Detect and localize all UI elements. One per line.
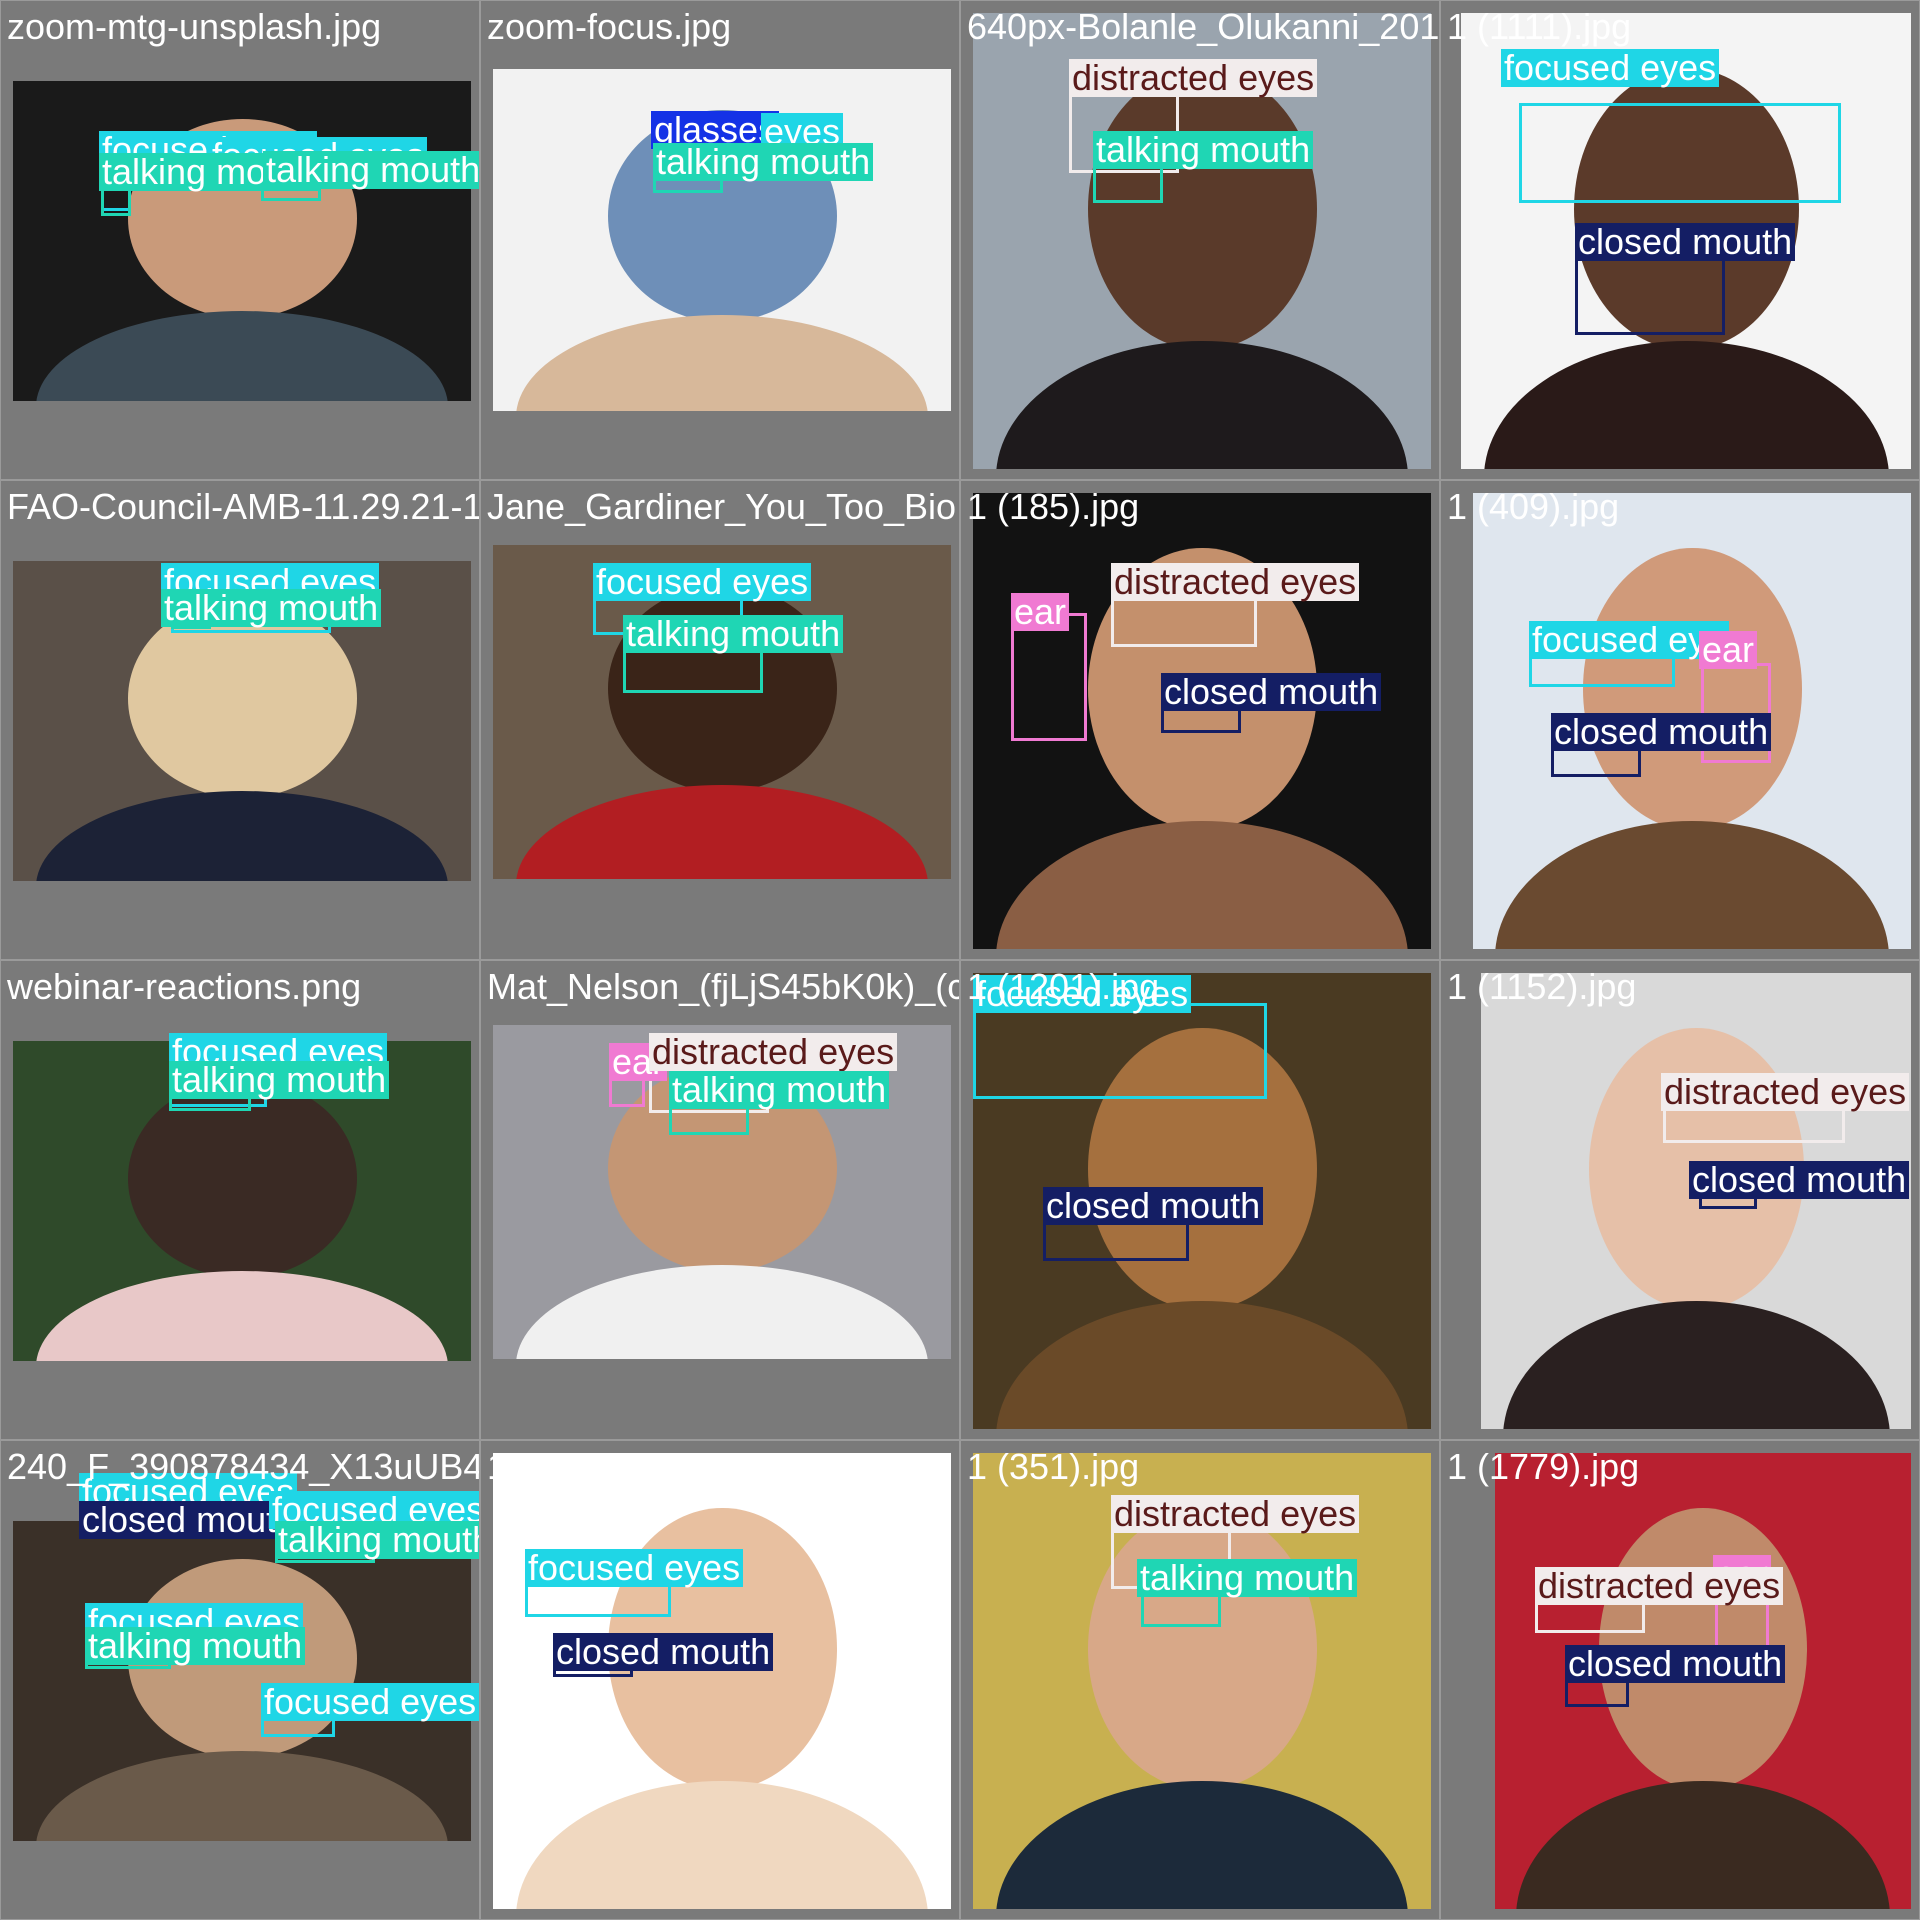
detection-label: talking mouth <box>263 151 479 189</box>
tile-filename: 1 (1152).jpg <box>1447 966 1637 1007</box>
detection-label: distracted eyes <box>1111 563 1360 601</box>
detection-label: closed mouth <box>1551 713 1772 751</box>
shoulders-shape <box>1515 1781 1891 1909</box>
shoulders-shape <box>35 791 449 881</box>
detection-label: talking mouth <box>623 615 844 653</box>
photo <box>1461 13 1911 469</box>
detection-label: distracted eyes <box>1111 1495 1360 1533</box>
detection-label: closed mouth <box>79 1501 300 1539</box>
image-tile: 1 (1111).jpg focused eyes closed mouth <box>1440 0 1920 480</box>
face-shape <box>1087 67 1317 351</box>
tile-filename: 1 (962).jpg <box>487 1446 660 1487</box>
detection-label: talking mouth <box>1093 131 1314 169</box>
photo <box>493 1453 951 1909</box>
detection-label: focused eyes <box>593 563 812 601</box>
image-tile: 1 (185).jpg ear distracted eyes closed mout… <box>960 480 1440 960</box>
image-tile: 640px-Bolanle_Olukanni_2019_(1).pngdistr… <box>960 0 1440 480</box>
detection-label: closed mouth <box>553 1633 774 1671</box>
detection-label: ear <box>1011 593 1070 631</box>
detection-label: distracted eyes <box>1661 1073 1910 1111</box>
image-tile: 1 (351).jpg distracted eyes talking mouth <box>960 1440 1440 1920</box>
detection-label: closed mouth <box>1689 1161 1910 1199</box>
tile-filename: 1 (1201).jpg <box>967 966 1160 1007</box>
face-shape <box>1573 67 1799 351</box>
shoulders-shape <box>995 1301 1409 1429</box>
image-tile: 1 (409).jpg focused eye ear closed mouth <box>1440 480 1920 960</box>
tile-filename: 240_F_390878434_X13uUB4EqerY6i5vawyl <box>7 1446 479 1487</box>
photo <box>973 13 1431 469</box>
tile-filename: 640px-Bolanle_Olukanni_2019_(1).png <box>967 6 1440 47</box>
detection-label: talking mouth <box>669 1071 890 1109</box>
bounding-box <box>1519 103 1841 203</box>
shoulders-shape <box>515 1781 929 1909</box>
image-tile: zoom-focus.jpg glasses eyes talking mouth <box>480 0 960 480</box>
detection-label: closed mouth <box>1043 1187 1264 1225</box>
tile-filename: Mat_Nelson_(fjLjS45bK0k)_(cropped).jpg <box>487 966 959 1007</box>
tile-filename: 1 (351).jpg <box>967 1446 1140 1487</box>
detection-label: focused eyes <box>973 975 1192 1013</box>
image-tile: 1 (962).jpg focused eyes closed mouth <box>480 1440 960 1920</box>
detection-label: closed mouth <box>1161 673 1382 711</box>
photo <box>1473 493 1911 949</box>
image-tile: 1 (1152).jpg distracted eyes closed mouth <box>1440 960 1920 1440</box>
detection-label: closed mouth <box>1575 223 1796 261</box>
shoulders-shape <box>515 315 929 411</box>
detection-label: distracted eyes <box>1535 1567 1784 1605</box>
tile-filename: 1 (185).jpg <box>967 486 1140 527</box>
image-tile: 240_F_390878434_X13uUB4EqerY6i5vawylfocu… <box>0 1440 480 1920</box>
tile-filename: FAO-Council-AMB-11.29.21-1.jpg <box>7 486 480 527</box>
shoulders-shape <box>1502 1301 1890 1429</box>
tile-filename: webinar-reactions.png <box>7 966 362 1007</box>
shoulders-shape <box>35 1271 449 1361</box>
shoulders-shape <box>515 1265 929 1359</box>
detection-label: talking mouth <box>85 1627 306 1665</box>
face-shape <box>1087 1507 1317 1791</box>
shoulders-shape <box>995 341 1409 469</box>
detection-label: distracted eyes <box>1069 59 1318 97</box>
detection-label: talking mouth <box>653 143 874 181</box>
detection-label: talking mouth <box>169 1061 390 1099</box>
shoulders-shape <box>35 311 449 401</box>
detection-label: focused eyes <box>261 1683 479 1721</box>
bounding-box <box>973 1003 1267 1099</box>
image-tile: Mat_Nelson_(fjLjS45bK0k)_(cropped).jpgea… <box>480 960 960 1440</box>
image-tile: webinar-reactions.png focused eyes talking… <box>0 960 480 1440</box>
detection-label: focused eyes <box>525 1549 744 1587</box>
shoulders-shape <box>515 785 929 879</box>
tile-filename: zoom-mtg-unsplash.jpg <box>7 6 382 47</box>
detection-label: closed mouth <box>1565 1645 1786 1683</box>
face-shape <box>1582 547 1802 831</box>
photo <box>1481 973 1911 1429</box>
detection-label: glasses <box>651 111 780 149</box>
shoulders-shape <box>35 1751 449 1841</box>
tile-filename: 1 (409).jpg <box>1447 486 1620 527</box>
tile-filename: 1 (1111).jpg <box>1447 6 1632 47</box>
face-shape <box>1087 1027 1317 1311</box>
tile-filename: Jane_Gardiner_You_Too_Bio.jpg <box>487 486 959 527</box>
image-tile: 1 (1201).jpg focused eyes closed mouth <box>960 960 1440 1440</box>
shoulders-shape <box>995 1781 1409 1909</box>
detection-label: focused eye <box>1529 621 1730 659</box>
detection-label: ear <box>1699 631 1758 669</box>
detection-label: talking mouth <box>1137 1559 1358 1597</box>
detection-label: talking mouth <box>161 589 382 627</box>
shoulders-shape <box>1483 341 1889 469</box>
detection-label: talking mouth <box>275 1521 479 1559</box>
tile-filename: 1 (1779).jpg <box>1447 1446 1640 1487</box>
bounding-box <box>1011 613 1087 741</box>
detection-label: focused eyes <box>1501 49 1720 87</box>
tile-filename: zoom-focus.jpg <box>487 6 732 47</box>
shoulders-shape <box>1494 821 1890 949</box>
face-shape <box>127 1079 357 1278</box>
detection-label: distracted eyes <box>649 1033 898 1071</box>
shoulders-shape <box>995 821 1409 949</box>
